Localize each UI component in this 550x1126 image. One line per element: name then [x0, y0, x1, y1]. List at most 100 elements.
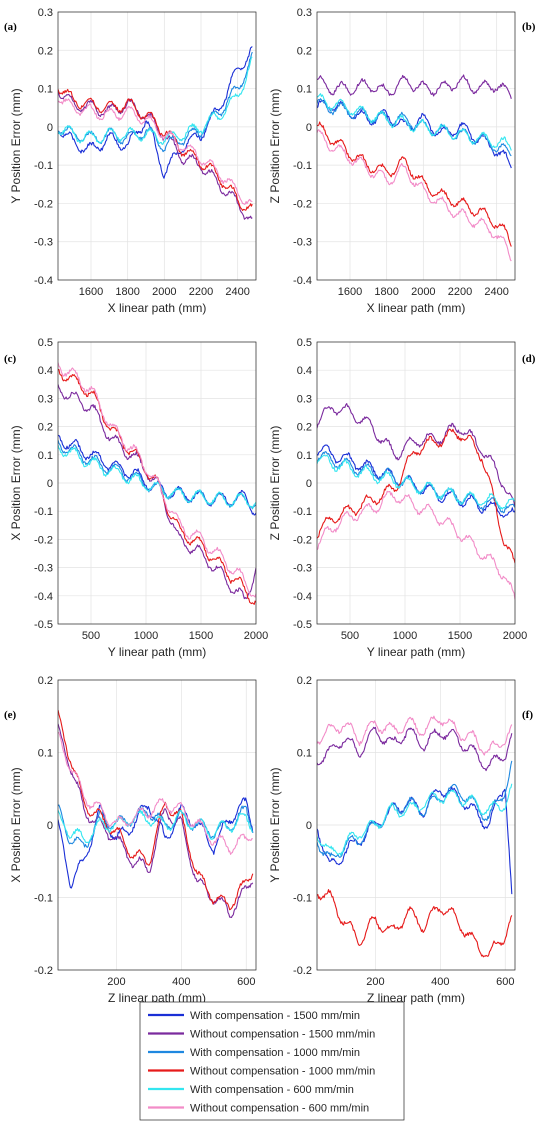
- y-tick-label: 0.1: [38, 748, 53, 760]
- panel-label: (a): [4, 21, 17, 33]
- x-tick-label: 1500: [189, 630, 213, 642]
- legend-entry: With compensation - 600 mm/min: [190, 1084, 354, 1096]
- x-tick-label: 1600: [79, 286, 103, 298]
- y-tick-label: 0.2: [297, 45, 312, 57]
- series-line: [317, 74, 512, 99]
- y-tick-label: -0.3: [293, 563, 312, 575]
- x-axis-label: Z linear path (mm): [108, 991, 206, 1005]
- series-line: [58, 709, 254, 911]
- x-tick-label: 1600: [338, 286, 362, 298]
- series-line: [58, 56, 253, 145]
- y-tick-label: -0.1: [34, 893, 53, 905]
- y-tick-label: 0: [306, 478, 312, 490]
- legend-entry: Without compensation - 600 mm/min: [190, 1103, 369, 1115]
- series-line: [58, 88, 253, 212]
- panel-b: 1600 1800 2000 2200 2400 -0.4 -0.3 -0.2 -0.1 0 0.1…: [268, 7, 536, 315]
- series-line: [317, 428, 515, 564]
- x-tick-label: 2000: [411, 286, 435, 298]
- y-tick-label: 0.2: [297, 675, 312, 687]
- series-line: [317, 121, 512, 247]
- axes-frame: [316, 341, 516, 625]
- x-tick-label: 1000: [393, 630, 417, 642]
- x-tick-label: 2200: [189, 286, 213, 298]
- y-tick-label: -0.5: [34, 619, 53, 631]
- y-axis-label: X Position Error (mm): [9, 767, 23, 882]
- series-line: [317, 451, 515, 514]
- y-tick-label: -0.4: [293, 275, 312, 287]
- series-line: [317, 715, 513, 756]
- y-tick-label: -0.5: [293, 619, 312, 631]
- series-group: [317, 403, 515, 600]
- x-tick-label: 1800: [374, 286, 398, 298]
- y-tick-label: 0.1: [297, 84, 312, 96]
- x-tick-label: 500: [341, 630, 359, 642]
- legend-entry: Without compensation - 1500 mm/min: [190, 1029, 375, 1041]
- y-tick-label: 0: [47, 478, 53, 490]
- x-axis-label: X linear path (mm): [367, 301, 466, 315]
- y-tick-label: -0.2: [34, 965, 53, 977]
- x-tick-label: 400: [172, 976, 190, 988]
- x-tick-label: 2000: [244, 630, 268, 642]
- panel-c: 500 1000 1500 2000 -0.5 -0.4 -0.3 -0.2 -0.1 0 0.1 0…: [4, 337, 268, 659]
- y-tick-label: 0.3: [297, 393, 312, 405]
- x-tick-label: 2000: [503, 630, 527, 642]
- series-line: [317, 726, 513, 772]
- series-line: [317, 403, 515, 508]
- axes-frame: [57, 679, 257, 971]
- y-tick-label: -0.1: [293, 506, 312, 518]
- y-axis-label: Y Position Error (mm): [9, 88, 23, 203]
- x-axis-label: Z linear path (mm): [367, 991, 465, 1005]
- y-tick-label: 0.1: [38, 450, 53, 462]
- y-axis-label: Z Position Error (mm): [268, 426, 282, 541]
- legend-entry: With compensation - 1000 mm/min: [190, 1047, 360, 1059]
- panel-label: (c): [4, 353, 17, 365]
- y-tick-label: -0.2: [293, 965, 312, 977]
- x-tick-label: 1000: [134, 630, 158, 642]
- series-line: [317, 444, 515, 518]
- y-tick-label: -0.2: [293, 198, 312, 210]
- series-group: [317, 74, 512, 262]
- legend-entry: With compensation - 1500 mm/min: [190, 1010, 360, 1022]
- axes-frame: [316, 11, 516, 281]
- y-tick-label: 0: [47, 820, 53, 832]
- y-tick-label: -0.3: [293, 237, 312, 249]
- panel-label: (b): [522, 21, 536, 33]
- series-line: [317, 760, 513, 858]
- panel-e: 200 400 600 -0.2 -0.1 0 0.1 0.2 Z linear path (m…: [4, 675, 257, 1005]
- x-tick-label: 200: [366, 976, 384, 988]
- y-axis-label: Y Position Error (mm): [268, 767, 282, 882]
- series-line: [317, 129, 512, 262]
- y-tick-label: 0.1: [297, 748, 312, 760]
- x-tick-label: 600: [237, 976, 255, 988]
- y-tick-label: -0.3: [34, 563, 53, 575]
- series-line: [317, 93, 512, 151]
- axes-frame: [316, 679, 516, 971]
- y-axis-label: X Position Error (mm): [9, 425, 23, 540]
- y-tick-label: 0.1: [297, 450, 312, 462]
- panel-label: (d): [522, 353, 536, 365]
- y-tick-label: 0.5: [38, 337, 53, 349]
- legend-box: [139, 1001, 405, 1121]
- y-tick-label: 0.2: [38, 422, 53, 434]
- y-tick-label: 0.2: [297, 422, 312, 434]
- series-line: [58, 732, 253, 855]
- x-axis-label: Y linear path (mm): [367, 645, 465, 659]
- y-tick-label: -0.1: [34, 506, 53, 518]
- series-line: [317, 783, 513, 856]
- series-line: [58, 723, 254, 919]
- x-tick-label: 2200: [448, 286, 472, 298]
- series-group: [58, 46, 253, 220]
- y-tick-label: 0.4: [38, 365, 53, 377]
- series-group: [58, 362, 256, 605]
- series-line: [58, 809, 254, 843]
- panel-f: 200 400 600 -0.2 -0.1 0 0.1 0.2 Z linear path (m…: [268, 675, 533, 1005]
- panel-a: 1600 1800 2000 2200 2400 -0.4 -0.3 -0.2 -0.1 0 0.1…: [4, 7, 257, 315]
- series-line: [58, 444, 256, 509]
- y-tick-label: -0.3: [34, 237, 53, 249]
- series-line: [317, 490, 515, 600]
- y-tick-label: -0.1: [293, 160, 312, 172]
- series-line: [317, 454, 515, 510]
- y-tick-label: -0.1: [34, 160, 53, 172]
- series-line: [58, 98, 253, 205]
